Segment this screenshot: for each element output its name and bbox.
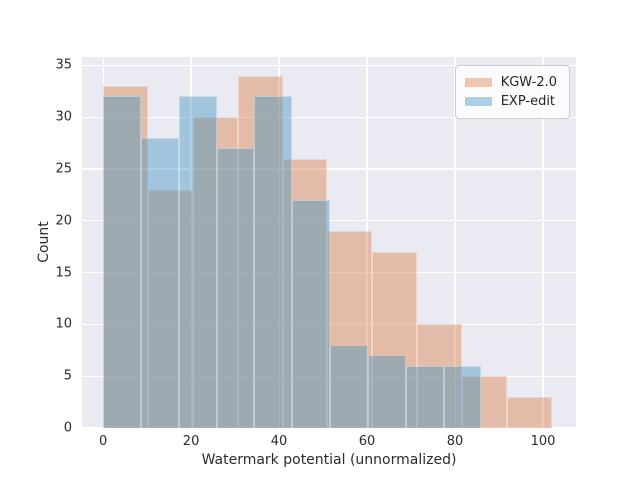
histogram-bar xyxy=(367,355,406,428)
legend-swatch xyxy=(464,78,492,87)
histogram-bar xyxy=(103,86,148,428)
legend: KGW-2.0 EXP-edit xyxy=(454,65,570,119)
x-tick-label: 100 xyxy=(530,434,556,449)
histogram-bar xyxy=(417,324,463,428)
plot-area: KGW-2.0 EXP-edit xyxy=(82,57,576,429)
y-tick-label: 0 xyxy=(63,420,72,436)
h-gridline xyxy=(82,271,576,274)
h-gridline xyxy=(82,64,576,66)
histogram-bar xyxy=(237,75,283,428)
h-gridline xyxy=(82,220,576,222)
y-tick-label: 5 xyxy=(63,368,72,384)
histogram-bar xyxy=(292,200,331,428)
x-tick-label: 0 xyxy=(98,434,108,449)
h-gridline xyxy=(82,168,576,170)
histogram-bar xyxy=(254,96,293,428)
legend-swatch xyxy=(464,97,492,106)
histogram-bar xyxy=(330,345,368,428)
histogram-bar xyxy=(506,396,552,428)
y-axis-label: Count xyxy=(36,221,52,263)
x-tick-label: 40 xyxy=(270,434,288,449)
v-gridline xyxy=(278,57,280,428)
x-tick-label: 60 xyxy=(358,434,376,449)
h-gridline xyxy=(82,116,576,118)
histogram-bar xyxy=(462,376,507,428)
v-gridline xyxy=(366,57,368,428)
legend-item: KGW-2.0 xyxy=(464,73,557,92)
legend-label: EXP-edit xyxy=(500,94,556,109)
histogram-bar xyxy=(372,251,418,428)
y-tick-label: 20 xyxy=(55,213,72,229)
histogram-bar xyxy=(178,96,217,428)
h-gridline xyxy=(82,323,576,325)
v-gridline xyxy=(190,57,192,428)
histogram-bar xyxy=(282,158,328,428)
y-tick-label: 10 xyxy=(55,316,72,332)
x-axis-label: Watermark potential (unnormalized) xyxy=(201,452,457,468)
v-gridline xyxy=(542,57,544,428)
y-tick-label: 15 xyxy=(55,265,72,281)
histogram-bar xyxy=(147,189,193,428)
y-tick-label: 35 xyxy=(55,57,72,73)
histogram-bar xyxy=(405,365,444,428)
series-layer xyxy=(82,57,576,428)
h-gridline xyxy=(82,375,576,377)
histogram-bar xyxy=(103,96,141,428)
v-gridline xyxy=(454,57,456,428)
histogram-bar xyxy=(216,148,255,428)
h-gridline xyxy=(82,427,576,429)
y-tick-label: 30 xyxy=(55,109,72,125)
legend-item: EXP-edit xyxy=(464,92,557,111)
x-tick-label: 80 xyxy=(446,434,464,449)
series-layer xyxy=(82,57,576,428)
histogram-bar xyxy=(327,231,373,428)
histogram-bar xyxy=(192,117,238,428)
histogram-bar xyxy=(443,365,482,428)
y-tick-label: 25 xyxy=(55,161,72,177)
histogram-bars-layer xyxy=(82,57,576,428)
legend-label: KGW-2.0 xyxy=(500,75,557,90)
v-gridline xyxy=(102,57,104,428)
histogram-bar xyxy=(140,137,179,428)
x-tick-label: 20 xyxy=(182,434,200,449)
